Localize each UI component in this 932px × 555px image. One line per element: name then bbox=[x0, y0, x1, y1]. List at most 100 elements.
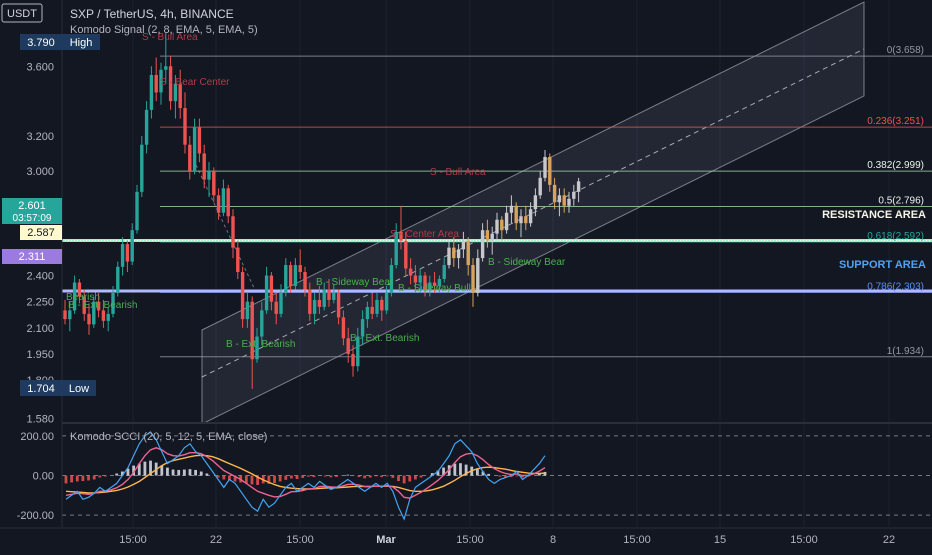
osc-histogram-bar bbox=[183, 470, 186, 476]
osc-histogram-bar bbox=[189, 469, 192, 475]
osc-histogram-bar bbox=[369, 476, 372, 478]
currency-label: USDT bbox=[7, 8, 37, 20]
time-tick-label: 22 bbox=[210, 534, 222, 546]
osc-histogram-bar bbox=[194, 470, 197, 476]
osc-histogram-bar bbox=[459, 463, 462, 475]
candle bbox=[140, 136, 143, 197]
fib-label: 0(3.658) bbox=[887, 45, 924, 56]
osc-histogram-bar bbox=[335, 476, 338, 477]
time-tick-label: 15:00 bbox=[456, 534, 484, 546]
osc-histogram-bar bbox=[313, 476, 316, 478]
osc-histogram-bar bbox=[87, 476, 90, 481]
osc-histogram-bar bbox=[487, 474, 490, 476]
osc-histogram-bar bbox=[296, 476, 299, 480]
candle bbox=[116, 262, 119, 297]
osc-title[interactable]: Komodo SCCI (20, 5, 12, 5, EMA, close) bbox=[70, 431, 267, 443]
resistance-area-label: RESISTANCE AREA bbox=[822, 209, 926, 221]
low-badge-value: 1.704 bbox=[27, 383, 55, 395]
fib-label: 0.5(2.796) bbox=[878, 195, 924, 206]
price-tick-label: 1.950 bbox=[26, 349, 54, 361]
support-badge: 2.311 bbox=[2, 249, 62, 264]
time-tick-label: 15:00 bbox=[286, 534, 314, 546]
symbol-title[interactable]: SXP / TetherUS, 4h, BINANCE bbox=[70, 7, 234, 21]
osc-histogram-bar bbox=[375, 476, 378, 477]
time-tick-label: 8 bbox=[550, 534, 556, 546]
osc-histogram-bar bbox=[177, 470, 180, 476]
low-badge: 1.704 Low bbox=[20, 380, 96, 396]
countdown-timer: 03:57:09 bbox=[13, 213, 52, 224]
signal-label: B - Sideway Bear bbox=[488, 257, 566, 268]
osc-histogram-bar bbox=[279, 476, 282, 482]
price2-badge: 2.587 bbox=[20, 225, 62, 240]
price-tick-label: 2.400 bbox=[26, 271, 54, 283]
osc-histogram-bar bbox=[172, 470, 175, 476]
price-tick-label: 2.250 bbox=[26, 297, 54, 309]
signal-label: S - Bull Area bbox=[430, 167, 486, 178]
osc-histogram-bar bbox=[76, 476, 79, 482]
osc-histogram-bar bbox=[284, 476, 287, 480]
signal-label: S - Center Area bbox=[390, 229, 459, 240]
osc-histogram-bar bbox=[403, 476, 406, 484]
time-tick-label: 15:00 bbox=[623, 534, 651, 546]
support-badge-value: 2.311 bbox=[19, 251, 46, 263]
price-tick-label: 3.000 bbox=[26, 166, 54, 178]
price-tick-label: 3.200 bbox=[26, 131, 54, 143]
low-badge-label: Low bbox=[69, 383, 89, 395]
signal-label: B - Ext. Bearish bbox=[350, 333, 419, 344]
osc-histogram-bar bbox=[205, 474, 208, 476]
indicator-title[interactable]: Komodo Signal (2, 8, EMA, 5, EMA, 5) bbox=[70, 24, 258, 36]
osc-histogram-bar bbox=[251, 476, 254, 485]
osc-histogram-bar bbox=[307, 476, 310, 477]
high-badge-value: 3.790 bbox=[27, 37, 55, 49]
osc-histogram-bar bbox=[380, 476, 383, 478]
osc-histogram-bar bbox=[222, 476, 225, 480]
time-tick-label: 15 bbox=[714, 534, 726, 546]
osc-histogram-bar bbox=[386, 476, 389, 477]
osc-histogram-bar bbox=[104, 476, 107, 477]
osc-histogram-bar bbox=[499, 476, 502, 477]
time-tick-label: 15:00 bbox=[790, 534, 818, 546]
osc-histogram-bar bbox=[98, 476, 101, 478]
support-area-label: SUPPORT AREA bbox=[839, 259, 926, 271]
osc-histogram-bar bbox=[515, 476, 518, 477]
time-tick-label: Mar bbox=[376, 534, 396, 546]
osc-histogram-bar bbox=[476, 469, 479, 475]
osc-histogram-bar bbox=[420, 476, 423, 478]
current-price-badge: 2.601 03:57:09 bbox=[2, 198, 62, 224]
osc-histogram-bar bbox=[65, 476, 68, 484]
osc-histogram-bar bbox=[414, 476, 417, 480]
osc-histogram-bar bbox=[82, 476, 85, 482]
high-badge: 3.790 High bbox=[20, 34, 100, 50]
osc-histogram-bar bbox=[93, 476, 96, 480]
fib-label: 0.236(3.251) bbox=[867, 116, 924, 127]
time-tick-label: 22 bbox=[883, 534, 895, 546]
osc-tick-label: 200.00 bbox=[20, 431, 54, 443]
fib-label: 0.618(2.592) bbox=[867, 231, 924, 242]
price-tick-label: 3.600 bbox=[26, 61, 54, 73]
osc-histogram-bar bbox=[273, 476, 276, 484]
osc-histogram-bar bbox=[143, 462, 146, 476]
fib-label: 0.382(2.999) bbox=[867, 160, 924, 171]
osc-histogram-bar bbox=[115, 474, 118, 476]
osc-histogram-bar bbox=[324, 476, 327, 477]
osc-histogram-bar bbox=[70, 476, 73, 483]
price-tick-label: 1.580 bbox=[26, 414, 54, 426]
fib-label: 1(1.934) bbox=[887, 346, 924, 357]
signal-label: B - Sideway Bear bbox=[316, 277, 394, 288]
candle bbox=[135, 185, 138, 234]
osc-histogram-bar bbox=[200, 472, 203, 476]
price-tick-label: 2.100 bbox=[26, 323, 54, 335]
osc-histogram-bar bbox=[301, 476, 304, 478]
signal-label: B - Ext. Bearish bbox=[68, 300, 137, 311]
osc-histogram-bar bbox=[290, 476, 293, 479]
fib-label: 0.786(2.303) bbox=[867, 281, 924, 292]
time-tick-label: 15:00 bbox=[119, 534, 147, 546]
osc-histogram-bar bbox=[397, 476, 400, 482]
osc-histogram-bar bbox=[346, 475, 349, 476]
osc-tick-label: -200.00 bbox=[17, 510, 54, 522]
signal-label: B - Sideway Bull bbox=[398, 283, 471, 294]
high-badge-label: High bbox=[70, 37, 93, 49]
osc-histogram-bar bbox=[363, 476, 366, 479]
osc-histogram-bar bbox=[358, 476, 361, 478]
